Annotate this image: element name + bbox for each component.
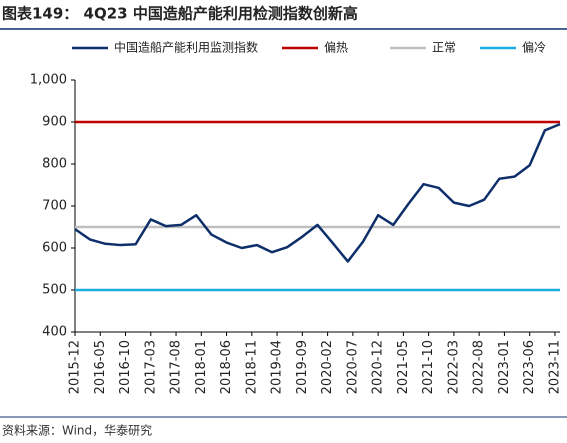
x-tick-label: 2020-12: [371, 340, 386, 394]
legend-label: 正常: [432, 41, 456, 55]
x-tick-label: 2022-03: [446, 340, 461, 394]
x-tick-label: 2018-11: [244, 340, 259, 394]
y-tick-label: 700: [42, 199, 67, 214]
source: 资料来源：Wind，华泰研究: [2, 423, 152, 438]
x-tick-label: 2017-03: [143, 340, 158, 394]
x-tick-label: 2016-05: [93, 340, 108, 394]
chart-title: 图表149： 4Q23 中国造船产能利用检测指数创新高: [2, 5, 358, 23]
legend-label: 偏热: [324, 40, 348, 55]
x-tick-label: 2021-05: [396, 340, 411, 394]
x-tick-label: 2023-01: [497, 340, 512, 394]
x-tick-label: 2023-11: [547, 340, 562, 394]
x-tick-label: 2015-12: [68, 340, 83, 394]
x-tick-label: 2018-06: [219, 340, 234, 394]
y-tick-label: 500: [42, 283, 67, 298]
y-tick-label: 1,000: [30, 73, 67, 88]
y-tick-label: 600: [42, 241, 67, 256]
x-tick-label: 2019-09: [295, 340, 310, 394]
x-tick-label: 2021-10: [421, 340, 436, 394]
x-tick-label: 2020-07: [345, 340, 360, 394]
legend-label: 中国造船产能利用监测指数: [114, 40, 258, 55]
legend-label: 偏冷: [522, 40, 546, 55]
x-tick-label: 2023-06: [522, 340, 537, 394]
x-tick-label: 2018-01: [194, 340, 209, 394]
x-tick-label: 2016-10: [118, 340, 133, 394]
y-tick-label: 800: [42, 157, 67, 172]
x-tick-label: 2017-08: [169, 340, 184, 394]
x-tick-label: 2020-02: [320, 340, 335, 394]
x-tick-label: 2022-08: [472, 340, 487, 394]
x-tick-label: 2019-04: [270, 340, 285, 394]
y-tick-label: 900: [42, 115, 67, 130]
y-tick-label: 400: [42, 325, 67, 340]
series-line: [74, 122, 561, 263]
